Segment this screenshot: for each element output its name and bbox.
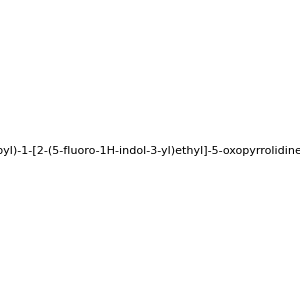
Text: N-(3-chloropropyl)-1-[2-(5-fluoro-1H-indol-3-yl)ethyl]-5-oxopyrrolidine-3-carbox: N-(3-chloropropyl)-1-[2-(5-fluoro-1H-ind… [0,146,300,157]
